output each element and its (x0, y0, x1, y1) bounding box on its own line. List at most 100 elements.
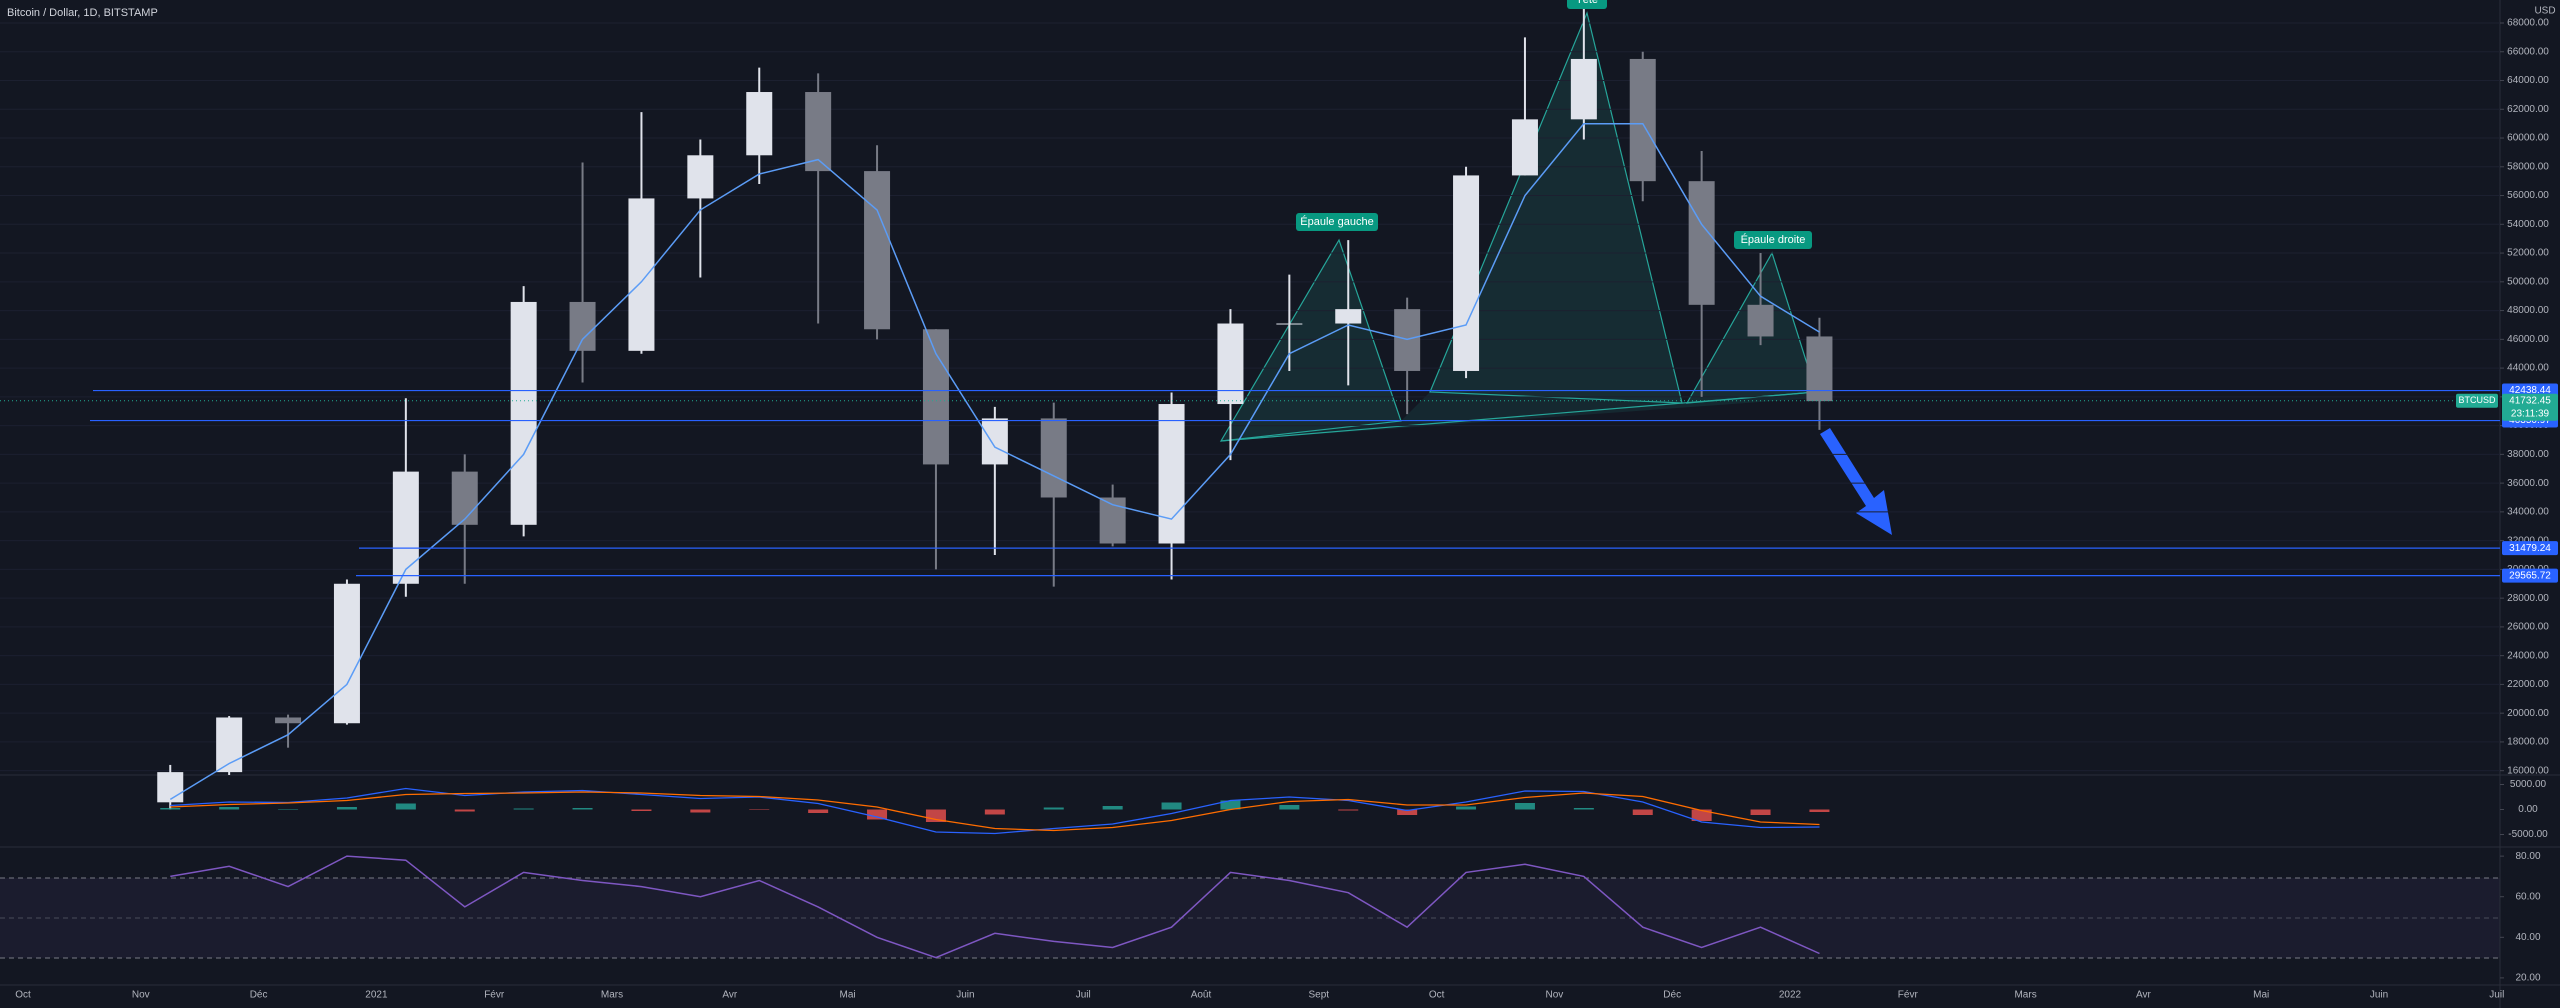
histogram-bar (160, 808, 181, 810)
histogram-bar (1750, 809, 1771, 815)
neckline (1220, 391, 1817, 442)
y-tick-label: 22000.00 (2507, 679, 2549, 690)
x-tick-label: Mars (2014, 990, 2036, 1001)
histogram-bar (1220, 800, 1241, 810)
moving-average (169, 122, 1820, 801)
candle-body (1806, 336, 1833, 402)
histogram-bar (1514, 803, 1535, 810)
y-tick-label: 36000.00 (2507, 478, 2549, 489)
y-tick-label: 44000.00 (2507, 363, 2549, 374)
candle-body (687, 155, 714, 199)
candle-body (1158, 404, 1185, 544)
candle-body (1335, 309, 1362, 324)
x-tick-label: Mars (601, 990, 623, 1001)
y-tick-label: 32000.00 (2507, 535, 2549, 546)
x-tick-label: Mai (840, 990, 856, 1001)
y-tick-label: 28000.00 (2507, 593, 2549, 604)
y-tick-label: 80.00 (2515, 851, 2540, 862)
y-tick-label: 64000.00 (2507, 75, 2549, 86)
signal-line (170, 791, 1820, 832)
y-tick-label: 58000.00 (2507, 161, 2549, 172)
y-tick-label: 20.00 (2515, 973, 2540, 984)
histogram-bar (1397, 809, 1418, 815)
candle-body (1570, 58, 1597, 120)
histogram-bar (1632, 809, 1653, 815)
histogram-bar (278, 809, 299, 810)
x-tick-label: Juil (1076, 990, 1091, 1001)
candle-body (157, 772, 184, 803)
histogram-bar (808, 809, 829, 813)
histogram-bar (1809, 809, 1830, 812)
histogram-bar (1691, 809, 1712, 821)
x-tick-label: Mai (2253, 990, 2269, 1001)
x-tick-label: Avr (722, 990, 737, 1001)
x-tick-label: Févr (1898, 990, 1919, 1001)
y-tick-label: 40.00 (2515, 932, 2540, 943)
y-tick-label: 66000.00 (2507, 46, 2549, 57)
y-tick-label: -5000.00 (2508, 829, 2548, 840)
candle-body (746, 92, 773, 156)
x-tick-label: 2021 (365, 990, 388, 1001)
candle-body (1040, 418, 1067, 498)
y-tick-label: 0.00 (2518, 804, 2538, 815)
histogram-bar (1338, 809, 1359, 811)
candle-body (1688, 181, 1715, 305)
candle-body (1276, 323, 1303, 325)
histogram-bar (219, 807, 240, 810)
y-tick-label: 60.00 (2515, 891, 2540, 902)
y-tick-label: 5000.00 (2510, 779, 2547, 790)
head-shape (1429, 11, 1683, 404)
candle-body (392, 471, 419, 584)
y-tick-label: 48000.00 (2507, 305, 2549, 316)
annotation-box (1296, 213, 1378, 231)
annotation-box (1734, 231, 1812, 249)
last-price-label: 41732.45 (2509, 395, 2551, 406)
candle-body (1747, 304, 1774, 337)
candle-body (1629, 58, 1656, 182)
y-tick-label: 16000.00 (2507, 765, 2549, 776)
histogram-bar (984, 809, 1005, 815)
y-tick-label: 34000.00 (2507, 507, 2549, 518)
annotation-label: Épaule gauche (1300, 215, 1373, 228)
x-tick-label: Juin (956, 990, 974, 1001)
candle-body (864, 171, 891, 330)
currency-label: USD (2534, 6, 2555, 17)
level-label: 29565.72 (2509, 570, 2551, 581)
chart-title: Bitcoin / Dollar, 1D, BITSTAMP (7, 7, 158, 19)
y-tick-label: 62000.00 (2507, 104, 2549, 115)
histogram-bar (1573, 808, 1594, 810)
x-tick-label: Déc (250, 990, 268, 1001)
candle-body (1217, 323, 1244, 405)
histogram-bar (867, 809, 888, 820)
x-tick-label: Oct (1429, 990, 1445, 1001)
histogram-bar (395, 803, 416, 810)
level-label: 40350.97 (2509, 415, 2551, 426)
candle-body (510, 301, 537, 525)
x-tick-label: Sept (1309, 990, 1330, 1001)
histogram-bar (1102, 806, 1123, 810)
y-tick-label: 54000.00 (2507, 219, 2549, 230)
histogram-bar (513, 808, 534, 810)
x-tick-label: Nov (1546, 990, 1564, 1001)
last-price-box (2502, 393, 2558, 421)
x-tick-label: Avr (2136, 990, 2151, 1001)
candle-body (1511, 119, 1538, 176)
histogram-bar (1161, 802, 1182, 810)
candle-body (628, 198, 655, 351)
y-tick-label: 24000.00 (2507, 650, 2549, 661)
histogram-bar (1456, 806, 1477, 810)
candle-body (275, 717, 302, 724)
histogram-bar (1279, 805, 1300, 810)
x-tick-label: Août (1191, 990, 1212, 1001)
level-label: 31479.24 (2509, 543, 2551, 554)
x-tick-label: Déc (1663, 990, 1681, 1001)
y-tick-label: 50000.00 (2507, 276, 2549, 287)
macd-line (170, 787, 1820, 835)
x-tick-label: 2022 (1779, 990, 1802, 1001)
x-tick-label: Juil (2489, 990, 2504, 1001)
rsi-line (170, 855, 1820, 959)
candle-body (569, 301, 596, 351)
annotation-label: Tête (1576, 0, 1598, 6)
